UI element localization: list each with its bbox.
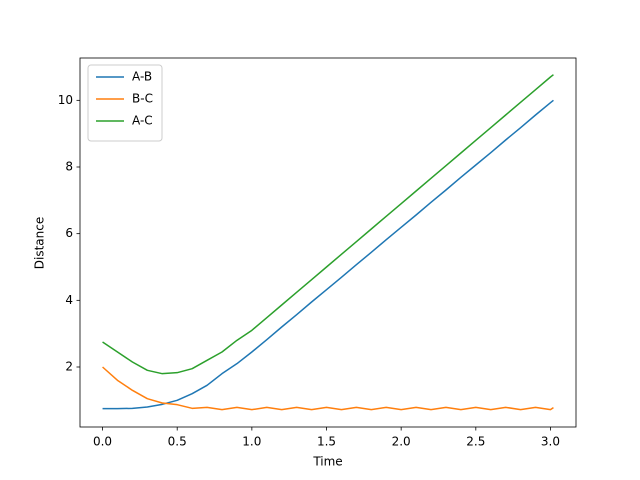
x-axis-label: Time	[312, 455, 342, 469]
x-tick-label: 0.5	[168, 435, 187, 449]
line-series	[102, 366, 554, 411]
y-tick-label: 4	[65, 293, 73, 307]
legend-label: A-B	[132, 70, 152, 84]
legend-box	[87, 64, 163, 142]
x-tick-label: 2.0	[392, 435, 411, 449]
line-series	[102, 74, 554, 375]
legend-label: B-C	[132, 92, 153, 106]
y-axis-label: Distance	[33, 217, 47, 269]
legend-label: A-C	[132, 114, 153, 128]
x-tick-label: 1.0	[242, 435, 261, 449]
y-tick-label: 6	[65, 226, 73, 240]
plot-frame	[79, 57, 577, 428]
x-tick-label: 3.0	[541, 435, 560, 449]
y-tick-label: 8	[65, 160, 73, 174]
x-tick-label: 1.5	[317, 435, 336, 449]
x-tick-label: 0.0	[93, 435, 112, 449]
line-series	[102, 99, 554, 410]
x-tick-label: 2.5	[466, 435, 485, 449]
y-tick-label: 2	[65, 360, 73, 374]
y-tick-label: 10	[58, 93, 73, 107]
